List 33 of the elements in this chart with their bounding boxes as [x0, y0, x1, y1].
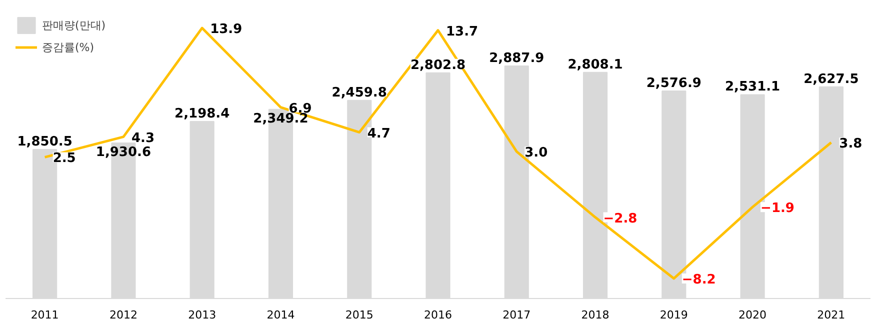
- data-label: 2,802.8: [410, 58, 466, 73]
- x-tick-label: 2012: [109, 308, 138, 321]
- data-label: 2,808.1: [568, 57, 623, 72]
- data-label: 1,850.5: [17, 134, 72, 150]
- data-label: 2,576.9: [646, 76, 702, 92]
- data-label: 13.7: [446, 24, 478, 40]
- x-tick-label: 2011: [30, 308, 59, 321]
- data-label: 2,627.5: [804, 72, 859, 87]
- x-tick-label: 2016: [424, 308, 452, 321]
- data-label: 1,930.6: [96, 145, 152, 160]
- legend-label: 증감률(%): [42, 40, 94, 54]
- data-label: 2,198.4: [174, 106, 230, 122]
- x-tick-label: 2014: [266, 308, 295, 321]
- x-tick-label: 2015: [345, 308, 374, 321]
- data-label: 2,459.8: [332, 85, 387, 100]
- data-label: 13.9: [210, 22, 242, 38]
- data-label: 2,887.9: [489, 50, 544, 66]
- legend-label: 판매량(만대): [42, 18, 106, 32]
- x-tick-label: 2020: [738, 308, 767, 321]
- data-label: −8.2: [682, 272, 716, 288]
- data-label: −2.8: [603, 211, 638, 226]
- data-label: 4.7: [367, 126, 390, 142]
- data-label: 2,531.1: [724, 80, 780, 95]
- data-label: 2.5: [52, 151, 76, 166]
- x-tick-label: 2019: [660, 308, 688, 321]
- data-label: 3.0: [524, 146, 548, 161]
- x-tick-label: 2017: [502, 308, 531, 321]
- data-label: 3.8: [839, 136, 862, 152]
- x-tick-label: 2018: [581, 308, 610, 321]
- data-label: −1.9: [760, 201, 794, 216]
- data-label: 4.3: [131, 130, 154, 146]
- x-tick-label: 2013: [188, 308, 216, 321]
- x-tick-label: 2021: [817, 308, 846, 321]
